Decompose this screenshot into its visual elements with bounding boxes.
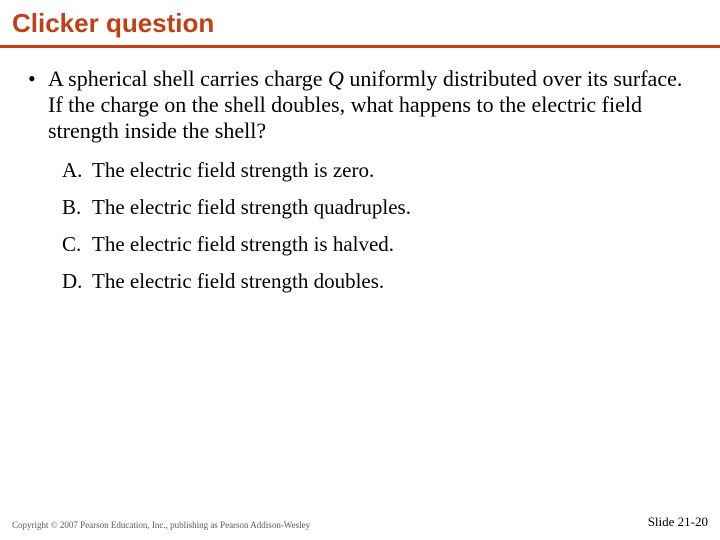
option-text: The electric field strength is halved. xyxy=(92,232,394,257)
option-letter: B. xyxy=(62,195,92,220)
option-letter: D. xyxy=(62,269,92,294)
question-pre: A spherical shell carries charge xyxy=(48,66,328,91)
options-list: A. The electric field strength is zero. … xyxy=(62,158,692,294)
slide-body: • A spherical shell carries charge Q uni… xyxy=(0,48,720,294)
question-bullet: • xyxy=(28,66,48,92)
question-variable: Q xyxy=(328,66,344,91)
question-block: • A spherical shell carries charge Q uni… xyxy=(28,66,692,144)
copyright-text: Copyright © 2007 Pearson Education, Inc.… xyxy=(12,520,310,530)
option-a: A. The electric field strength is zero. xyxy=(62,158,692,183)
option-letter: A. xyxy=(62,158,92,183)
option-letter: C. xyxy=(62,232,92,257)
slide-title: Clicker question xyxy=(0,0,720,48)
option-d: D. The electric field strength doubles. xyxy=(62,269,692,294)
option-b: B. The electric field strength quadruple… xyxy=(62,195,692,220)
question-text: A spherical shell carries charge Q unifo… xyxy=(48,66,692,144)
option-text: The electric field strength is zero. xyxy=(92,158,374,183)
option-text: The electric field strength doubles. xyxy=(92,269,384,294)
slide-number: Slide 21-20 xyxy=(648,514,708,530)
option-text: The electric field strength quadruples. xyxy=(92,195,411,220)
option-c: C. The electric field strength is halved… xyxy=(62,232,692,257)
